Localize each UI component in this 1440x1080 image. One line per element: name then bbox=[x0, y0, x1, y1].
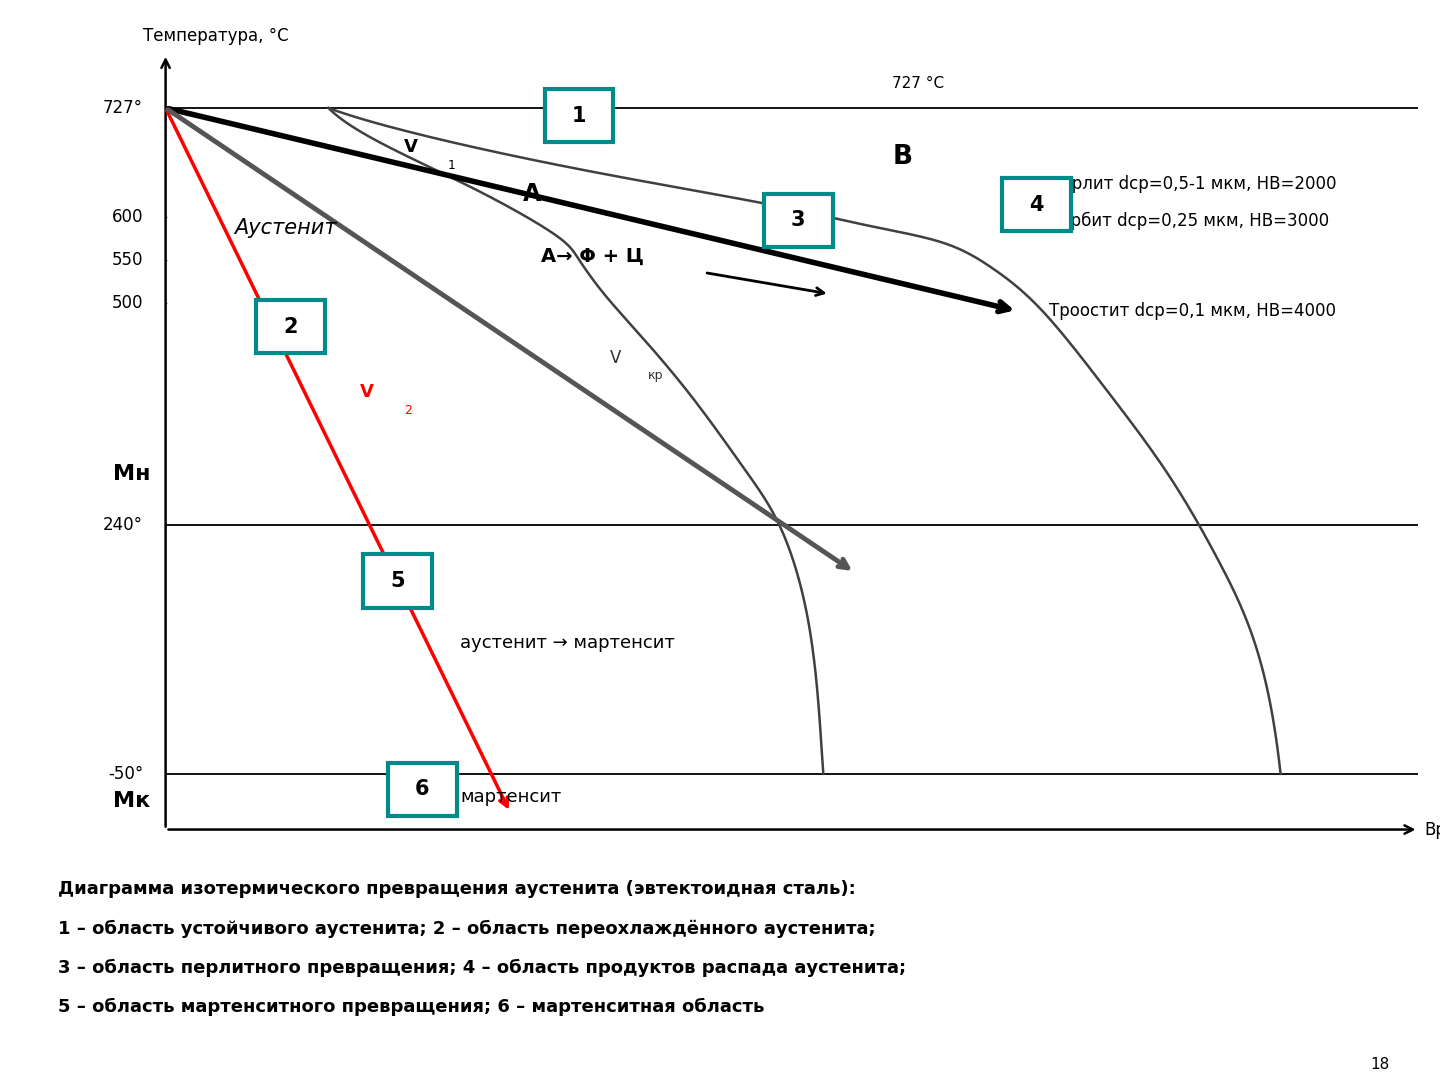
Text: аустенит → мартенсит: аустенит → мартенсит bbox=[459, 634, 675, 652]
Text: 4: 4 bbox=[1030, 194, 1044, 215]
Text: 1 – область устойчивого аустенита; 2 – область переохлаждённого аустенита;: 1 – область устойчивого аустенита; 2 – о… bbox=[58, 920, 876, 939]
Text: -50°: -50° bbox=[108, 765, 143, 783]
Text: 727 °C: 727 °C bbox=[893, 77, 945, 92]
Text: Mк: Mк bbox=[114, 792, 151, 811]
Text: 240°: 240° bbox=[104, 516, 143, 535]
Text: 3 – область перлитного превращения; 4 – область продуктов распада аустенита;: 3 – область перлитного превращения; 4 – … bbox=[58, 959, 906, 977]
Bar bbox=[763, 193, 832, 247]
Text: 2: 2 bbox=[403, 404, 412, 417]
Text: 500: 500 bbox=[111, 294, 143, 311]
Bar bbox=[256, 300, 325, 353]
Text: V: V bbox=[611, 349, 622, 366]
Text: А→ Φ + Ц: А→ Φ + Ц bbox=[541, 246, 644, 266]
Bar bbox=[544, 90, 613, 143]
Text: 6: 6 bbox=[415, 780, 429, 799]
Text: 1: 1 bbox=[448, 159, 455, 172]
Text: кр: кр bbox=[648, 369, 664, 382]
Text: 1: 1 bbox=[572, 106, 586, 125]
Text: 2: 2 bbox=[284, 316, 298, 337]
Text: 3: 3 bbox=[791, 211, 805, 230]
Text: Диаграмма изотермического превращения аустенита (эвтектоидная сталь):: Диаграмма изотермического превращения ау… bbox=[58, 880, 855, 899]
Text: Mн: Mн bbox=[114, 464, 151, 484]
Bar bbox=[387, 762, 456, 815]
Text: 600: 600 bbox=[111, 207, 143, 226]
Text: Аустенит: Аустенит bbox=[235, 218, 337, 238]
Text: Время: Время bbox=[1424, 821, 1440, 838]
Bar bbox=[363, 554, 432, 608]
Text: Сорбит dср=0,25 мкм, НВ=3000: Сорбит dср=0,25 мкм, НВ=3000 bbox=[1048, 212, 1329, 230]
Text: 5 – область мартенситного превращения; 6 – мартенситная область: 5 – область мартенситного превращения; 6… bbox=[58, 998, 765, 1016]
Text: A: A bbox=[523, 183, 541, 206]
Text: V: V bbox=[360, 382, 373, 401]
Bar bbox=[1002, 178, 1071, 231]
Text: 550: 550 bbox=[111, 251, 143, 269]
Text: Троостит dср=0,1 мкм, НВ=4000: Троостит dср=0,1 мкм, НВ=4000 bbox=[1048, 302, 1336, 320]
Text: Температура, °С: Температура, °С bbox=[143, 27, 288, 45]
Text: Перлит dср=0,5-1 мкм, НВ=2000: Перлит dср=0,5-1 мкм, НВ=2000 bbox=[1048, 175, 1336, 193]
Text: мартенсит: мартенсит bbox=[459, 788, 562, 806]
Text: B: B bbox=[893, 144, 913, 170]
Text: 18: 18 bbox=[1371, 1057, 1390, 1072]
Text: V: V bbox=[403, 137, 418, 156]
Text: 727°: 727° bbox=[104, 99, 143, 117]
Text: 5: 5 bbox=[390, 571, 405, 591]
